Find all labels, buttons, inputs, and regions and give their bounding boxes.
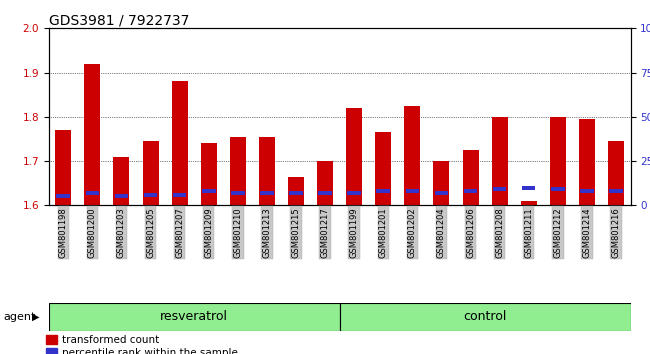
Bar bbox=[231, 191, 244, 195]
Bar bbox=[434, 161, 449, 205]
Bar bbox=[346, 108, 362, 205]
Bar bbox=[317, 161, 333, 205]
Text: resveratrol: resveratrol bbox=[160, 310, 228, 323]
Text: GDS3981 / 7922737: GDS3981 / 7922737 bbox=[49, 13, 189, 27]
Bar bbox=[288, 177, 304, 205]
Text: GSM801213: GSM801213 bbox=[263, 207, 272, 258]
Text: GSM801204: GSM801204 bbox=[437, 207, 446, 258]
Text: GSM801205: GSM801205 bbox=[146, 207, 155, 258]
Bar bbox=[551, 187, 565, 192]
Bar bbox=[114, 194, 128, 199]
Bar bbox=[172, 81, 188, 205]
Bar bbox=[114, 156, 129, 205]
Text: GSM801200: GSM801200 bbox=[88, 207, 97, 258]
Bar bbox=[347, 191, 361, 195]
Bar bbox=[406, 189, 419, 193]
Bar bbox=[84, 64, 100, 205]
Text: agent: agent bbox=[3, 312, 36, 322]
Text: GSM801210: GSM801210 bbox=[233, 207, 242, 258]
Text: GSM801207: GSM801207 bbox=[175, 207, 184, 258]
Bar bbox=[86, 191, 99, 195]
Bar bbox=[521, 201, 537, 205]
Bar bbox=[289, 191, 303, 195]
FancyBboxPatch shape bbox=[49, 303, 339, 331]
Legend: transformed count, percentile rank within the sample: transformed count, percentile rank withi… bbox=[42, 331, 242, 354]
Bar bbox=[522, 185, 536, 190]
Text: control: control bbox=[463, 310, 507, 323]
Bar bbox=[318, 191, 332, 195]
Bar bbox=[463, 189, 477, 193]
Bar bbox=[404, 106, 421, 205]
Bar bbox=[579, 119, 595, 205]
Bar bbox=[463, 150, 478, 205]
Text: GSM801215: GSM801215 bbox=[291, 207, 300, 258]
Text: GSM801209: GSM801209 bbox=[204, 207, 213, 258]
Text: GSM801211: GSM801211 bbox=[524, 207, 533, 258]
Text: GSM801198: GSM801198 bbox=[58, 207, 68, 258]
Text: GSM801206: GSM801206 bbox=[466, 207, 475, 258]
Text: GSM801216: GSM801216 bbox=[612, 207, 621, 258]
Bar bbox=[608, 141, 624, 205]
Bar bbox=[493, 187, 506, 192]
Text: GSM801201: GSM801201 bbox=[379, 207, 388, 258]
Text: GSM801208: GSM801208 bbox=[495, 207, 504, 258]
Text: GSM801214: GSM801214 bbox=[582, 207, 592, 258]
Bar bbox=[142, 141, 159, 205]
Bar bbox=[260, 191, 274, 195]
Bar bbox=[375, 132, 391, 205]
Bar bbox=[550, 117, 566, 205]
Text: ▶: ▶ bbox=[32, 312, 40, 322]
Bar bbox=[55, 130, 72, 205]
Bar bbox=[57, 194, 70, 199]
Bar bbox=[259, 137, 275, 205]
Bar bbox=[491, 117, 508, 205]
Bar bbox=[144, 193, 157, 197]
Text: GSM801202: GSM801202 bbox=[408, 207, 417, 258]
Bar bbox=[580, 189, 593, 193]
Bar bbox=[173, 193, 187, 197]
FancyBboxPatch shape bbox=[339, 303, 630, 331]
Bar bbox=[376, 189, 390, 193]
Text: GSM801203: GSM801203 bbox=[117, 207, 126, 258]
Bar bbox=[230, 137, 246, 205]
Text: GSM801199: GSM801199 bbox=[350, 207, 359, 258]
Bar bbox=[609, 189, 623, 193]
Text: GSM801217: GSM801217 bbox=[320, 207, 330, 258]
Bar bbox=[201, 143, 216, 205]
Bar bbox=[435, 191, 448, 195]
Text: GSM801212: GSM801212 bbox=[553, 207, 562, 258]
Bar bbox=[202, 189, 216, 193]
